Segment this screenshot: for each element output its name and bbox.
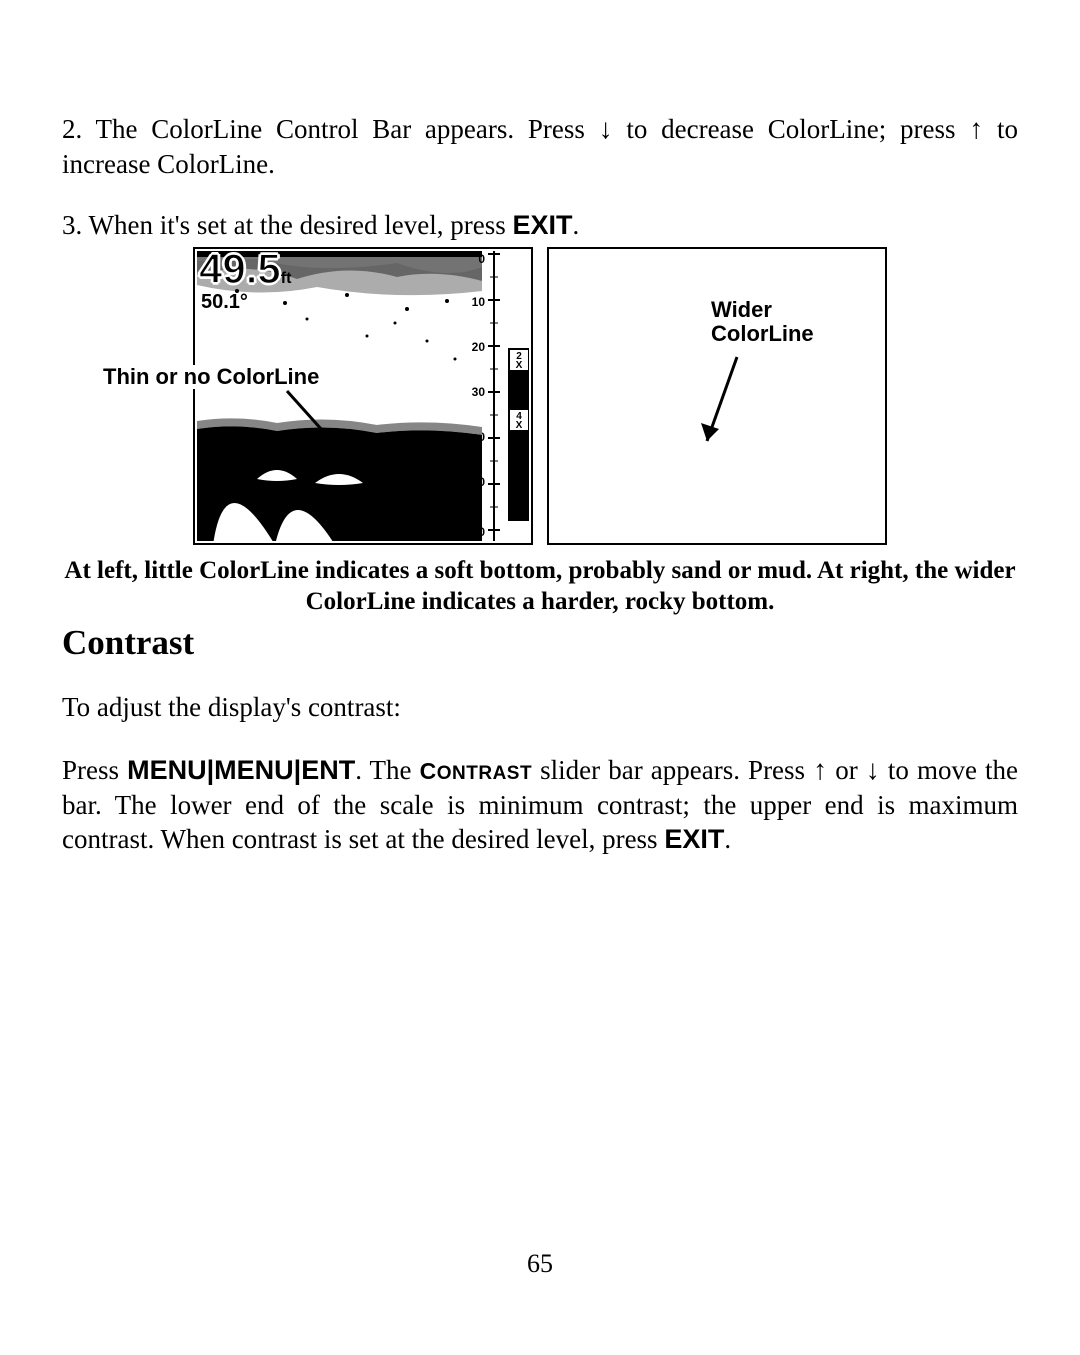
depth-unit: ft bbox=[281, 270, 292, 287]
figure-row: Thin or no ColorLine 2 X 4 X 0 10 bbox=[62, 247, 1018, 549]
text: to decrease ColorLine; press bbox=[613, 114, 970, 144]
down-arrow-icon: ↓ bbox=[866, 754, 880, 785]
temperature-reading: 50.1° bbox=[201, 291, 248, 314]
up-arrow-icon: ↑ bbox=[813, 754, 827, 785]
figure-left: Thin or no ColorLine 2 X 4 X 0 10 bbox=[193, 247, 533, 545]
step-3: 3. When it's set at the desired level, p… bbox=[62, 208, 1018, 243]
depth-reading: 49.5ft bbox=[199, 245, 291, 293]
heading-contrast: Contrast bbox=[62, 623, 1018, 663]
text: 2. The ColorLine Control Bar appears. Pr… bbox=[62, 114, 599, 144]
contrast-intro: To adjust the display's contrast: bbox=[62, 690, 1018, 725]
arrow-svg-right bbox=[549, 249, 885, 543]
annotation-wider-colorline: Wider ColorLine bbox=[711, 298, 814, 346]
down-arrow-icon: ↓ bbox=[599, 113, 613, 144]
svg-text:X: X bbox=[516, 360, 523, 371]
text: . bbox=[573, 210, 580, 240]
text: slider bar appears. Press bbox=[532, 755, 813, 785]
menu-key: MENU bbox=[127, 755, 207, 785]
figure-right: Wider ColorLine bbox=[547, 247, 887, 545]
up-arrow-icon: ↑ bbox=[969, 113, 983, 144]
page-number: 65 bbox=[0, 1249, 1080, 1279]
text: . The bbox=[355, 755, 419, 785]
svg-text:30: 30 bbox=[472, 385, 486, 399]
text: Press bbox=[62, 755, 127, 785]
svg-text:10: 10 bbox=[472, 295, 486, 309]
text: . bbox=[724, 824, 731, 854]
exit-key: EXIT bbox=[513, 210, 573, 240]
annotation-thin-colorline: Thin or no ColorLine bbox=[103, 365, 343, 389]
step-2: 2. The ColorLine Control Bar appears. Pr… bbox=[62, 111, 1018, 181]
ent-key: ENT bbox=[301, 755, 355, 785]
contrast-instructions: Press MENU|MENU|ENT. The CONTRAST slider… bbox=[62, 752, 1018, 857]
svg-text:20: 20 bbox=[472, 340, 486, 354]
text: or bbox=[827, 755, 866, 785]
svg-text:X: X bbox=[516, 420, 523, 431]
depth-value: 49.5 bbox=[199, 245, 281, 292]
exit-key: EXIT bbox=[664, 824, 724, 854]
figure-caption: At left, little ColorLine indicates a so… bbox=[62, 555, 1018, 618]
menu-key: MENU bbox=[214, 755, 294, 785]
text: 3. When it's set at the desired level, p… bbox=[62, 210, 513, 240]
contrast-label: CONTRAST bbox=[420, 758, 532, 784]
